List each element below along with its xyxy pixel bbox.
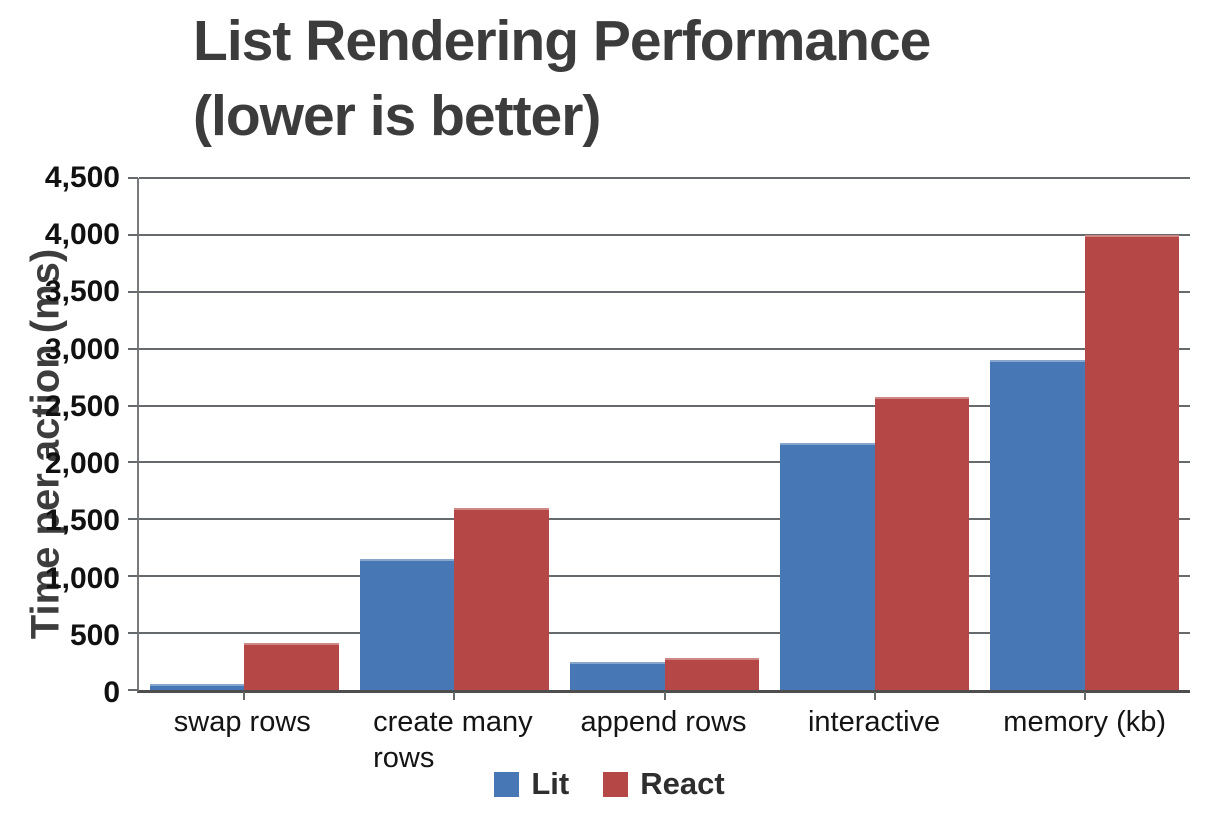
lit-bar-append-rows (569, 661, 665, 690)
chart-title: List Rendering Performance (lower is bet… (193, 4, 931, 154)
x-label-cell: create many rows (348, 704, 559, 776)
bar-group-append-rows (559, 178, 769, 700)
x-category-label-memory-kb-: memory (kb) (1003, 704, 1166, 776)
x-category-label-interactive: interactive (808, 704, 940, 776)
y-axis-tick-mark (128, 233, 138, 236)
y-tick-label-1,000: 1,000 (44, 561, 120, 595)
y-axis-tick-mark (128, 347, 138, 350)
y-tick-label-2,000: 2,000 (44, 447, 120, 481)
y-axis-tick-mark (128, 404, 138, 407)
y-axis-tick-mark (128, 461, 138, 464)
react-bar-create-many-rows (454, 507, 549, 690)
y-tick-label-4,500: 4,500 (44, 161, 120, 194)
x-axis-category-labels: swap rows create many rows append rows inter… (137, 704, 1190, 776)
react-bar-append-rows (664, 657, 760, 690)
legend-label-react: React (640, 766, 725, 801)
x-axis-tick-mark (243, 692, 246, 700)
x-category-label-line: rows (373, 742, 435, 774)
y-axis-tick-mark (128, 518, 138, 521)
x-category-label-line: swap rows (173, 706, 311, 738)
react-bar-interactive (874, 397, 970, 690)
legend-item-react: React (603, 766, 725, 802)
bar-group-swap-rows (139, 178, 349, 700)
y-axis-tick-mark (128, 575, 138, 578)
x-axis-tick-mark (873, 692, 876, 700)
y-tick-label-1,500: 1,500 (44, 504, 120, 538)
x-axis-tick-mark (1083, 692, 1086, 700)
y-axis-tick-mark (128, 290, 138, 293)
gridline-1000 (139, 575, 1190, 578)
lit-bar-create-many-rows (359, 559, 455, 690)
x-category-label-line: memory (kb) (1003, 706, 1167, 738)
bar-group-memory-kb- (980, 178, 1190, 700)
gridline-4000 (139, 233, 1190, 236)
x-category-label-line: create many (373, 706, 533, 738)
bar-group-create-many-rows (349, 178, 559, 700)
x-category-label-append-rows: append rows (580, 704, 746, 776)
gridline-3000 (139, 347, 1190, 350)
gridline-1500 (139, 518, 1190, 521)
gridline-2000 (139, 461, 1190, 464)
legend-item-lit: Lit (494, 766, 569, 802)
lit-bar-swap-rows (149, 683, 245, 690)
bar-group-interactive (770, 178, 980, 700)
y-tick-label-3,000: 3,000 (44, 332, 120, 366)
legend-label-lit: Lit (531, 766, 570, 801)
gridline-2500 (139, 404, 1190, 407)
x-label-cell: interactive (769, 704, 980, 776)
y-axis-tick-mark (128, 177, 138, 179)
x-axis-tick-mark (663, 692, 666, 700)
lit-series-swatch (494, 771, 520, 797)
gridline-3500 (139, 290, 1190, 293)
gridline-4500 (139, 177, 1190, 179)
x-category-label-line: interactive (807, 706, 941, 738)
bar-groups (139, 178, 1190, 700)
x-label-cell: swap rows (137, 704, 348, 776)
lit-bar-interactive (780, 442, 875, 690)
y-tick-label-500: 500 (69, 618, 120, 652)
x-label-cell: append rows (558, 704, 769, 776)
y-tick-label-3,500: 3,500 (44, 275, 120, 309)
x-axis-tick-mark (453, 692, 456, 700)
plot-area (128, 177, 1190, 700)
y-tick-label-0: 0 (103, 676, 120, 709)
react-bar-swap-rows (244, 642, 339, 690)
react-series-swatch (603, 771, 629, 797)
react-bar-memory-kb- (1084, 234, 1180, 690)
x-category-label-create-many-rows: create many rows (373, 704, 533, 776)
gridline-500 (139, 632, 1190, 635)
chart-title-line-2: (lower is better) (193, 84, 601, 148)
y-tick-label-2,500: 2,500 (44, 389, 120, 423)
y-axis-tick-mark (128, 689, 138, 691)
x-category-label-line: append rows (580, 706, 747, 738)
lit-bar-memory-kb- (990, 360, 1085, 690)
chart-title-line-1: List Rendering Performance (193, 9, 931, 73)
y-axis-tick-mark (128, 632, 138, 635)
legend: Lit React (0, 766, 1219, 802)
x-label-cell: memory (kb) (979, 704, 1190, 776)
x-category-label-swap-rows: swap rows (174, 704, 311, 776)
y-tick-label-4,000: 4,000 (44, 218, 120, 252)
